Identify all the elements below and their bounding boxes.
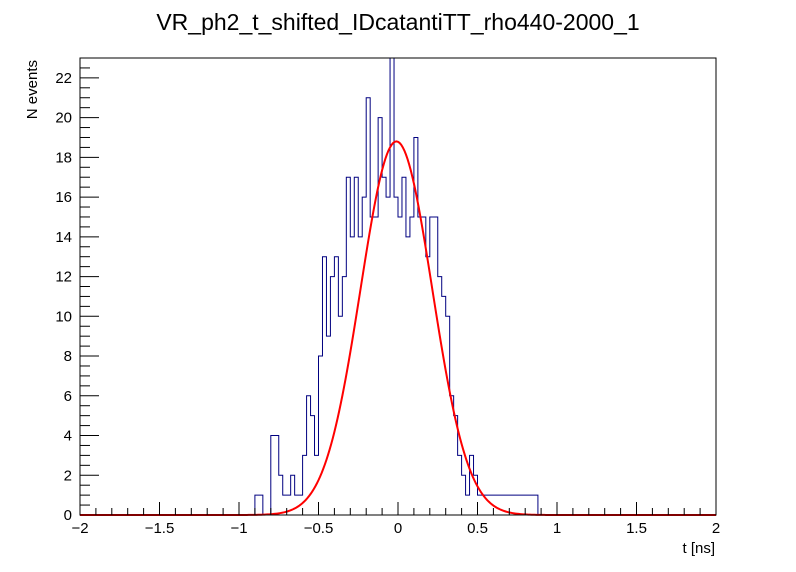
plot-frame <box>79 57 717 516</box>
y-tick-label: 14 <box>55 229 72 246</box>
y-axis-tick-labels: 0 2 4 6 8 10 12 14 16 18 20 22 <box>55 70 72 524</box>
x-tick-label: 1.5 <box>626 520 647 537</box>
x-tick-label: −1 <box>230 520 247 537</box>
y-tick-label: 0 <box>64 507 72 524</box>
x-tick-label: 0 <box>394 520 402 537</box>
y-axis-ticks <box>80 57 99 516</box>
y-tick-label: 18 <box>55 149 72 166</box>
y-tick-label: 12 <box>55 269 72 286</box>
y-tick-label: 22 <box>55 70 72 87</box>
y-tick-label: 4 <box>64 428 72 445</box>
x-tick-label: 0.5 <box>467 520 488 537</box>
y-tick-label: 2 <box>64 467 72 484</box>
chart-title: VR_ph2_t_shifted_IDcatantiTT_rho440-2000… <box>156 9 639 35</box>
histogram-series <box>80 57 716 516</box>
x-tick-label: 2 <box>712 520 720 537</box>
y-tick-label: 16 <box>55 189 72 206</box>
x-tick-label: −1.5 <box>145 520 175 537</box>
x-tick-label: −2 <box>71 520 88 537</box>
x-axis-ticks <box>79 502 717 515</box>
y-tick-label: 6 <box>64 388 72 405</box>
x-tick-label: 1 <box>553 520 561 537</box>
y-axis-title: N events <box>24 60 41 119</box>
y-tick-label: 20 <box>55 110 72 127</box>
x-axis-tick-labels: −2 −1.5 −1 −0.5 0 0.5 1 1.5 2 <box>71 520 720 537</box>
y-tick-label: 8 <box>64 348 72 365</box>
x-tick-label: −0.5 <box>304 520 334 537</box>
x-axis-title: t [ns] <box>682 540 715 557</box>
y-tick-label: 10 <box>55 308 72 325</box>
